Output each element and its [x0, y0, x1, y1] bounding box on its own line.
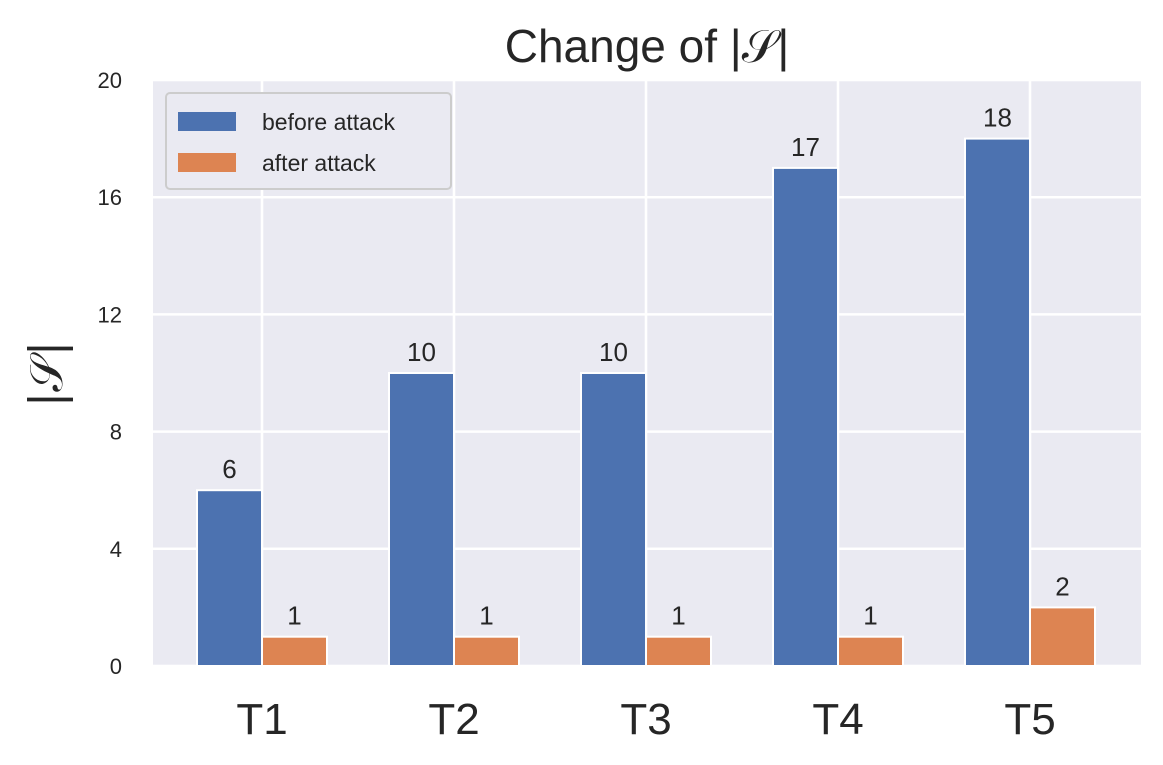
chart-title: Change of |𝒮| — [505, 20, 790, 72]
value-label-before-attack: 17 — [791, 132, 820, 162]
y-tick-label: 4 — [110, 537, 122, 562]
x-tick-label: T1 — [236, 695, 287, 744]
bar-after-attack — [837, 635, 904, 668]
y-tick-label: 16 — [98, 185, 122, 210]
legend: before attack after attack — [165, 92, 452, 190]
legend-swatch-after-attack — [178, 153, 236, 172]
legend-label-after-attack: after attack — [262, 150, 376, 176]
bar-before-attack — [772, 166, 839, 667]
x-tick-label: T2 — [428, 695, 479, 744]
value-label-after-attack: 1 — [287, 601, 301, 631]
value-label-before-attack: 18 — [983, 103, 1012, 133]
y-tick-label: 0 — [110, 654, 122, 679]
y-tick-label: 8 — [110, 420, 122, 445]
legend-box — [165, 92, 452, 190]
value-label-after-attack: 2 — [1055, 571, 1069, 601]
bar-before-attack — [580, 372, 647, 667]
value-label-before-attack: 6 — [222, 454, 236, 484]
y-tick-label: 12 — [98, 302, 122, 327]
value-label-before-attack: 10 — [599, 337, 628, 367]
y-axis-label: |𝒮| — [19, 341, 73, 408]
y-tick-label: 20 — [98, 68, 122, 93]
y-tick-labels: 0 4 8 12 16 20 — [98, 68, 122, 679]
bar-after-attack — [1029, 606, 1096, 668]
x-tick-labels: T1 T2 T3 T4 T5 — [236, 695, 1055, 744]
value-label-before-attack: 10 — [407, 337, 436, 367]
value-label-after-attack: 1 — [479, 601, 493, 631]
bar-after-attack — [453, 635, 520, 668]
legend-swatch-before-attack — [178, 112, 236, 131]
x-tick-label: T3 — [620, 695, 671, 744]
bar-after-attack — [261, 635, 328, 668]
bars — [196, 137, 1096, 668]
x-tick-label: T4 — [812, 695, 863, 744]
value-labels: 6 10 10 17 18 1 1 1 1 2 — [222, 103, 1069, 631]
bar-before-attack — [388, 372, 455, 667]
value-label-after-attack: 1 — [863, 601, 877, 631]
legend-label-before-attack: before attack — [262, 109, 395, 135]
bar-before-attack — [964, 137, 1031, 668]
bar-after-attack — [645, 635, 712, 668]
bar-before-attack — [196, 489, 263, 668]
x-tick-label: T5 — [1004, 695, 1055, 744]
value-label-after-attack: 1 — [671, 601, 685, 631]
